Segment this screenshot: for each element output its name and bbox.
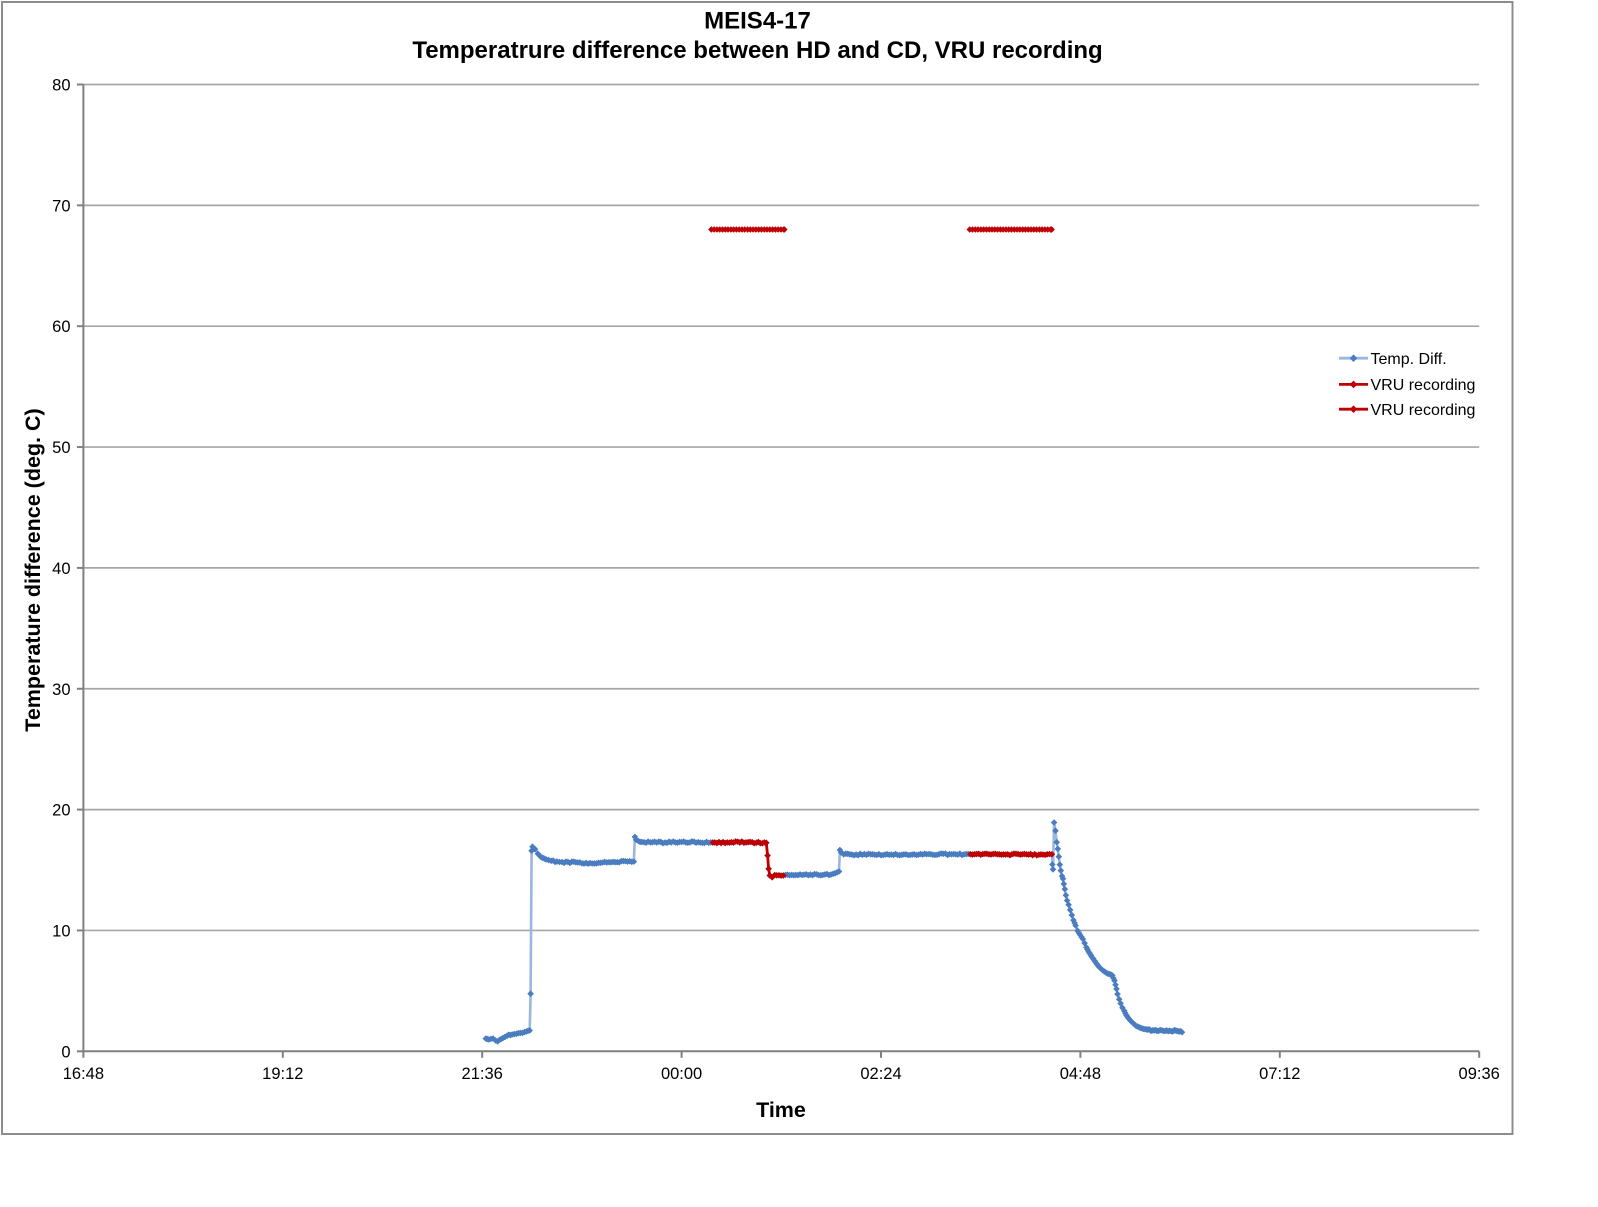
x-tick-label: 00:00: [661, 1065, 702, 1083]
series-temp-diff--0: [482, 819, 1186, 1045]
series-vru-recording-2: [966, 226, 1056, 859]
legend-marker-sample: [1349, 380, 1358, 389]
legend-marker-sample: [1349, 354, 1358, 362]
x-tick-label: 07:12: [1259, 1065, 1300, 1083]
y-tick-label: 30: [52, 681, 70, 699]
y-tick-label: 10: [52, 922, 70, 940]
series-vru-recording-1: [708, 226, 788, 881]
legend-item-2: VRU recording: [1339, 402, 1475, 419]
chart-title: MEIS4-17: [704, 8, 811, 35]
x-tick-label: 19:12: [262, 1065, 303, 1083]
y-tick-label: 40: [52, 560, 70, 578]
y-axis-title: Temperature difference (deg. C): [21, 408, 45, 731]
series-group: [482, 226, 1186, 1045]
legend-label: VRU recording: [1371, 377, 1476, 394]
x-tick-label: 21:36: [462, 1065, 503, 1083]
legend-item-0: Temp. Diff.: [1339, 351, 1447, 368]
series-markers: [966, 226, 1055, 233]
x-tick-label: 04:48: [1060, 1065, 1101, 1083]
legend-label: Temp. Diff.: [1371, 351, 1447, 368]
legend-item-1: VRU recording: [1339, 377, 1475, 394]
y-tick-label: 50: [52, 439, 70, 457]
legend-label: VRU recording: [1371, 402, 1476, 419]
legend: Temp. Diff. VRU recording VRU recording: [1339, 351, 1475, 419]
chart-subtitle: Temperatrure difference between HD and C…: [412, 37, 1102, 64]
y-tick-label: 20: [52, 802, 70, 820]
series-markers: [709, 838, 787, 881]
x-axis-title: Time: [756, 1098, 806, 1122]
x-tick-label: 16:48: [63, 1065, 104, 1083]
tick-labels: 0 10 20 30 40 50 60 70 80 16:48 19:12 21:36 00:00 02:…: [52, 77, 1500, 1084]
axes: [76, 83, 1481, 1058]
y-tick-label: 60: [52, 318, 70, 336]
legend-marker-sample: [1349, 405, 1358, 413]
series-markers: [967, 850, 1056, 859]
y-tick-label: 70: [52, 197, 70, 215]
y-tick-label: 80: [52, 77, 70, 95]
series-markers: [708, 226, 788, 233]
y-tick-label: 0: [61, 1043, 70, 1061]
x-tick-label: 02:24: [860, 1065, 901, 1083]
x-tick-label: 09:36: [1459, 1065, 1500, 1083]
gridlines: [83, 83, 1480, 932]
